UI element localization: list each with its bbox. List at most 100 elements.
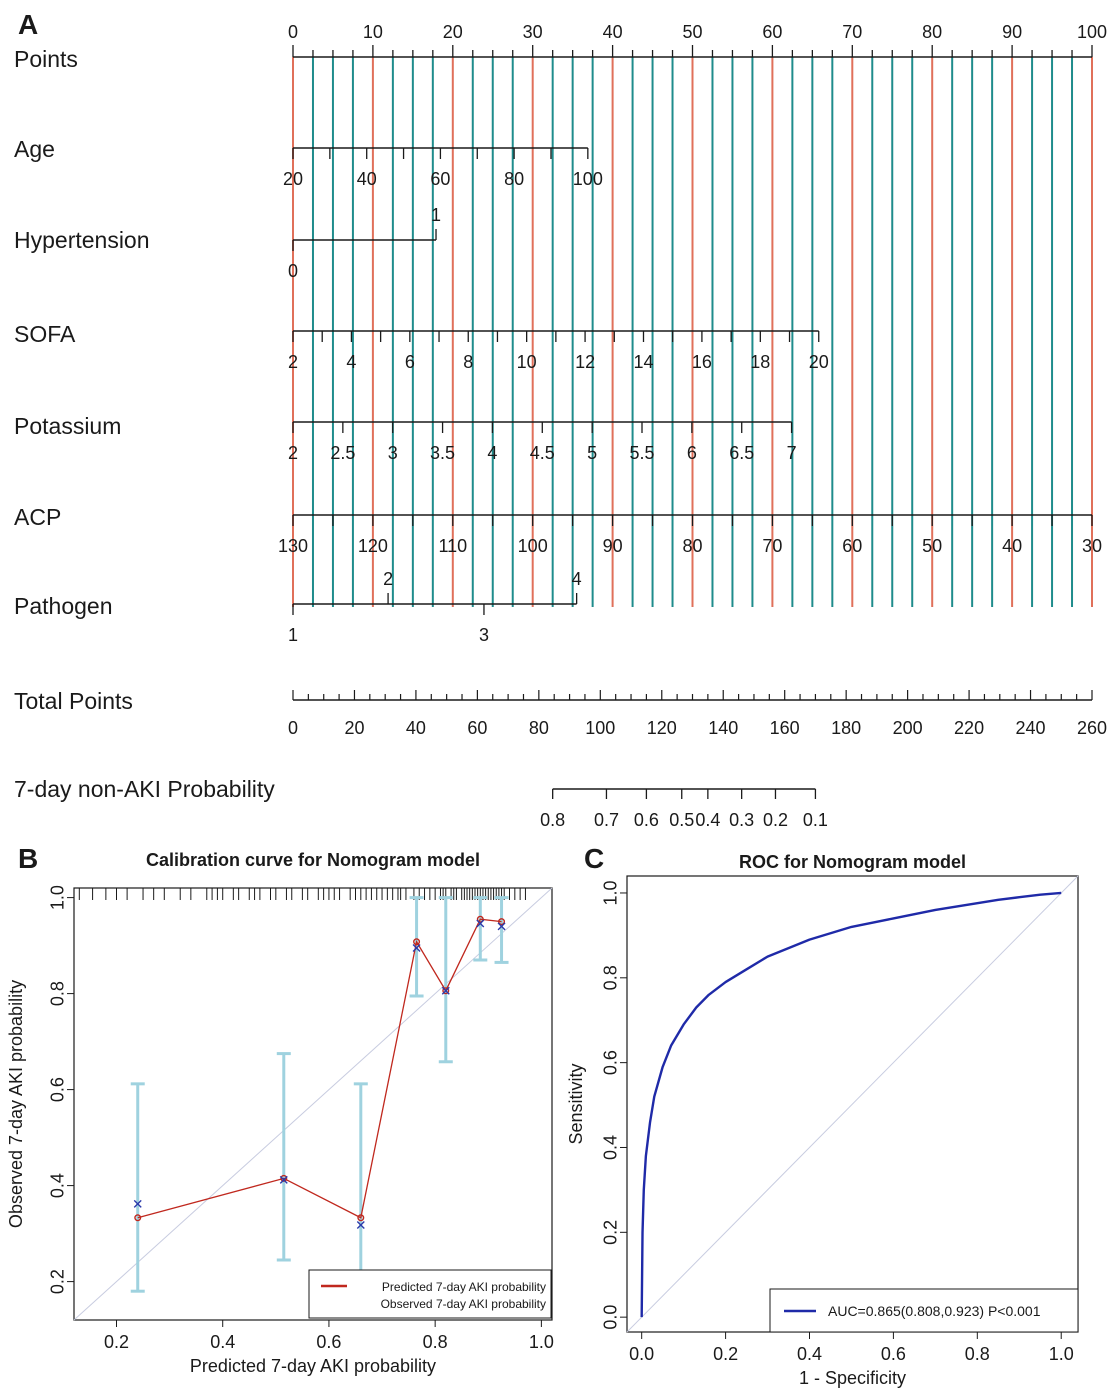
- variable-tick-label: 3.5: [430, 443, 455, 463]
- legend-box: [308, 1269, 552, 1319]
- predicted-point: [134, 1214, 142, 1222]
- y-tick-label: 0.4: [48, 1173, 68, 1198]
- reference-diagonal: [73, 887, 553, 1321]
- calibration-panel: B Calibration curve for Nomogram model 0…: [6, 843, 554, 1376]
- level-label: 3: [479, 625, 489, 645]
- x-tick-label: 0.8: [965, 1344, 990, 1364]
- y-tick-label: 0.8: [601, 965, 621, 990]
- total-points-tick-label: 0: [288, 718, 298, 738]
- roc-curve: [640, 891, 1062, 1318]
- points-tick-label: 50: [682, 22, 702, 42]
- calibration-plot: 0.2 0.4 0.6 0.8 1.0 0.2 0.4 0.6 0.8 1.0 Predicted …: [6, 885, 554, 1376]
- observed-point-stroke: [441, 986, 450, 995]
- y-tick-label: 0.6: [48, 1077, 68, 1102]
- variable-label: ACP: [14, 504, 61, 530]
- points-tick-label: 20: [443, 22, 463, 42]
- observed-point-stroke: [133, 1199, 142, 1208]
- points-tick-label: 10: [363, 22, 383, 42]
- points-tick-label: 100: [1077, 22, 1107, 42]
- predicted-series-line: [137, 918, 502, 1219]
- variable-tick-label: 6: [687, 443, 697, 463]
- variable-tick-label: 4: [487, 443, 497, 463]
- predicted-point: [357, 1214, 365, 1222]
- x-tick-label: 0.4: [210, 1332, 235, 1352]
- variable-tick-label: 4: [346, 352, 356, 372]
- variable-tick-label: 80: [504, 169, 524, 189]
- probability-tick-label: 0.3: [729, 810, 754, 830]
- observed-point: [279, 1175, 288, 1184]
- probability-tick-label: 0.8: [540, 810, 565, 830]
- variable-label: Potassium: [14, 413, 121, 439]
- variable-tick-label: 7: [787, 443, 797, 463]
- level-label: 0: [288, 261, 298, 281]
- variable-tick-label: 100: [518, 536, 548, 556]
- calibration-title: Calibration curve for Nomogram model: [146, 850, 480, 870]
- variable-tick-label: 16: [692, 352, 712, 372]
- points-tick-label: 60: [762, 22, 782, 42]
- probability-tick-label: 0.5: [669, 810, 694, 830]
- roc-panel: C ROC for Nomogram model 0.0 0.2 0.4 0.6 0.8…: [566, 843, 1079, 1388]
- variable-label: Pathogen: [14, 593, 112, 619]
- probability-tick-label: 0.6: [634, 810, 659, 830]
- total-points-tick-label: 100: [585, 718, 615, 738]
- variable-tick-label: 70: [762, 536, 782, 556]
- total-points-tick-label: 160: [770, 718, 800, 738]
- variable-tick-label: 5.5: [629, 443, 654, 463]
- y-tick-label: 0.6: [601, 1050, 621, 1075]
- y-tick-label: 1.0: [601, 880, 621, 905]
- total-points-label: Total Points: [14, 688, 133, 714]
- y-axis-title: Observed 7-day AKI probability: [6, 980, 26, 1228]
- y-tick-label: 0.8: [48, 981, 68, 1006]
- total-points-tick-label: 40: [406, 718, 426, 738]
- x-tick-label: 0.6: [316, 1332, 341, 1352]
- variable-tick-label: 80: [682, 536, 702, 556]
- legend-roc-label: AUC=0.865(0.808,0.923) P<0.001: [828, 1303, 1041, 1319]
- variable-tick-label: 50: [922, 536, 942, 556]
- x-tick-label: 0.8: [423, 1332, 448, 1352]
- variable-tick-label: 3: [388, 443, 398, 463]
- observed-point: [497, 922, 506, 931]
- variable-label: Hypertension: [14, 227, 150, 253]
- variable-tick-label: 2: [288, 352, 298, 372]
- x-tick-label: 0.4: [797, 1344, 822, 1364]
- variable-tick-label: 12: [575, 352, 595, 372]
- variable-tick-label: 90: [603, 536, 623, 556]
- probability-tick-label: 0.7: [594, 810, 619, 830]
- legend-box: [769, 1288, 1079, 1333]
- observed-point: [441, 986, 450, 995]
- points-tick-label: 40: [603, 22, 623, 42]
- legend-observed-label: Observed 7-day AKI probability: [381, 1297, 546, 1311]
- variable-tick-label: 8: [463, 352, 473, 372]
- points-tick-label: 0: [288, 22, 298, 42]
- observed-point-stroke: [279, 1175, 288, 1184]
- variable-tick-label: 60: [842, 536, 862, 556]
- total-points-tick-label: 140: [708, 718, 738, 738]
- total-points-tick-label: 80: [529, 718, 549, 738]
- y-tick-label: 1.0: [48, 885, 68, 910]
- level-label: 1: [288, 625, 298, 645]
- observed-point-stroke: [356, 1220, 365, 1229]
- variable-tick-label: 6: [405, 352, 415, 372]
- total-points-tick-label: 20: [344, 718, 364, 738]
- panel-b-letter: B: [18, 843, 38, 874]
- variable-tick-label: 14: [633, 352, 653, 372]
- points-tick-label: 70: [842, 22, 862, 42]
- total-points-tick-label: 60: [467, 718, 487, 738]
- variable-tick-label: 100: [573, 169, 603, 189]
- total-points-tick-label: 220: [954, 718, 984, 738]
- roc-title: ROC for Nomogram model: [739, 852, 966, 872]
- legend-predicted-label: Predicted 7-day AKI probability: [382, 1280, 546, 1294]
- roc-plot: 0.0 0.2 0.4 0.6 0.8 1.0 0.0 0.2 0.4 0.6 0.8 1.0 1 - …: [566, 875, 1079, 1388]
- total-points-tick-label: 240: [1016, 718, 1046, 738]
- points-tick-label: 30: [523, 22, 543, 42]
- predicted-point: [498, 918, 506, 926]
- y-tick-label: 0.2: [48, 1269, 68, 1294]
- probability-tick-label: 0.1: [803, 810, 828, 830]
- variable-tick-label: 6.5: [729, 443, 754, 463]
- panel-a-letter: A: [18, 9, 38, 40]
- panel-c-letter: C: [584, 843, 604, 874]
- y-tick-label: 0.2: [601, 1220, 621, 1245]
